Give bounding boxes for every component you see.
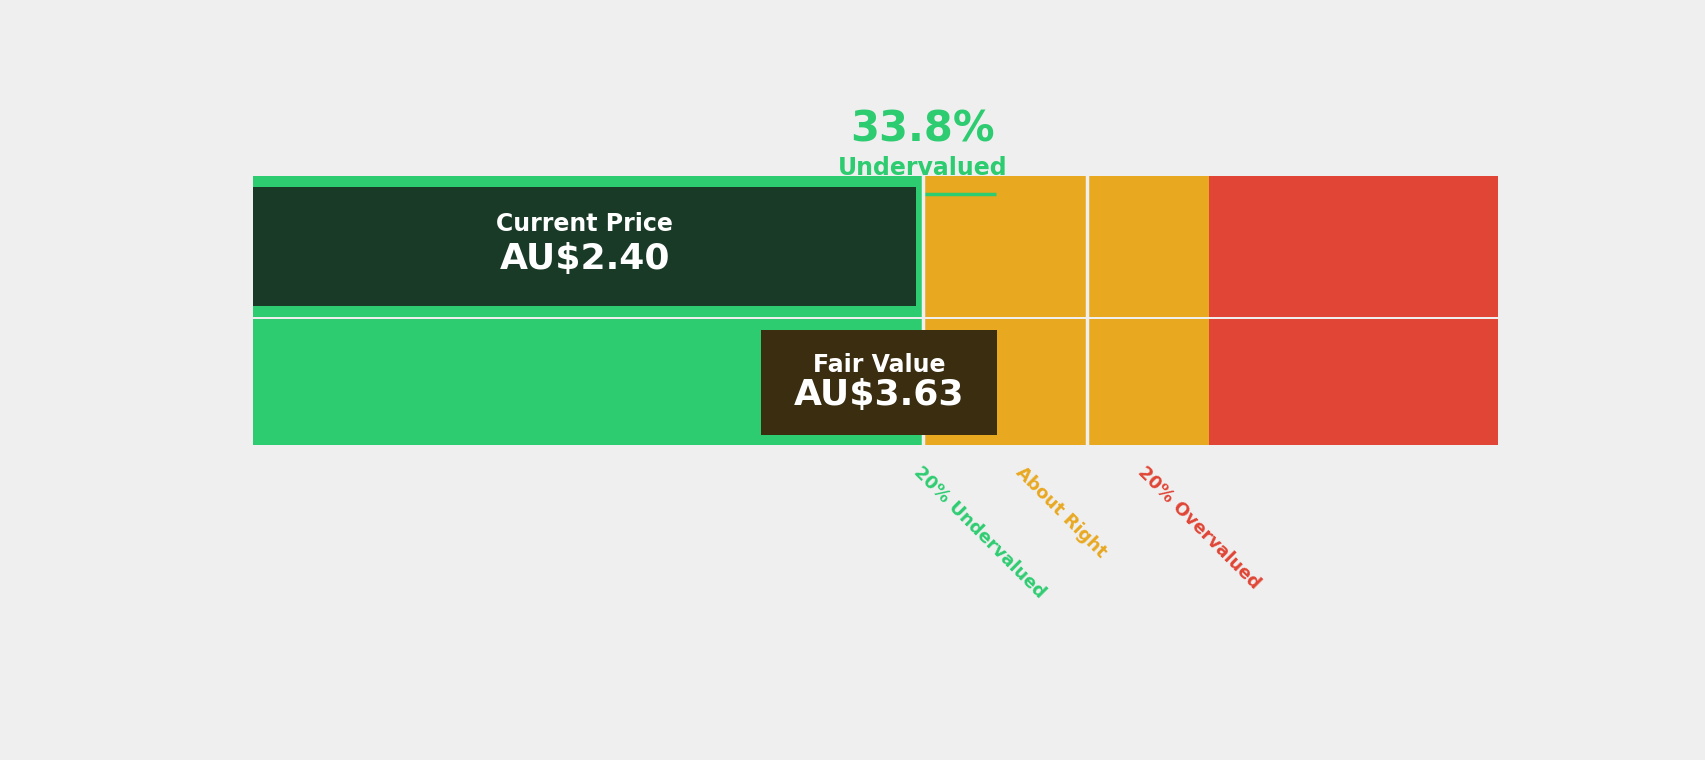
Text: 20% Undervalued: 20% Undervalued — [910, 463, 1049, 601]
Bar — [1086, 319, 1209, 445]
Text: AU$2.40: AU$2.40 — [500, 242, 670, 276]
Bar — [760, 330, 996, 435]
Text: Undervalued: Undervalued — [837, 157, 1008, 180]
Bar — [922, 319, 1086, 445]
Text: Fair Value: Fair Value — [812, 353, 945, 377]
Text: 20% Overvalued: 20% Overvalued — [1134, 463, 1263, 592]
Bar — [252, 319, 922, 445]
Bar — [1209, 176, 1497, 316]
Bar — [1209, 319, 1497, 445]
Bar — [1086, 176, 1209, 316]
Bar — [922, 176, 1086, 316]
Bar — [252, 176, 922, 316]
Text: AU$3.63: AU$3.63 — [793, 378, 963, 412]
Text: About Right: About Right — [1011, 463, 1110, 561]
Bar — [252, 187, 916, 306]
Text: 33.8%: 33.8% — [851, 108, 994, 150]
Text: Current Price: Current Price — [496, 212, 673, 236]
